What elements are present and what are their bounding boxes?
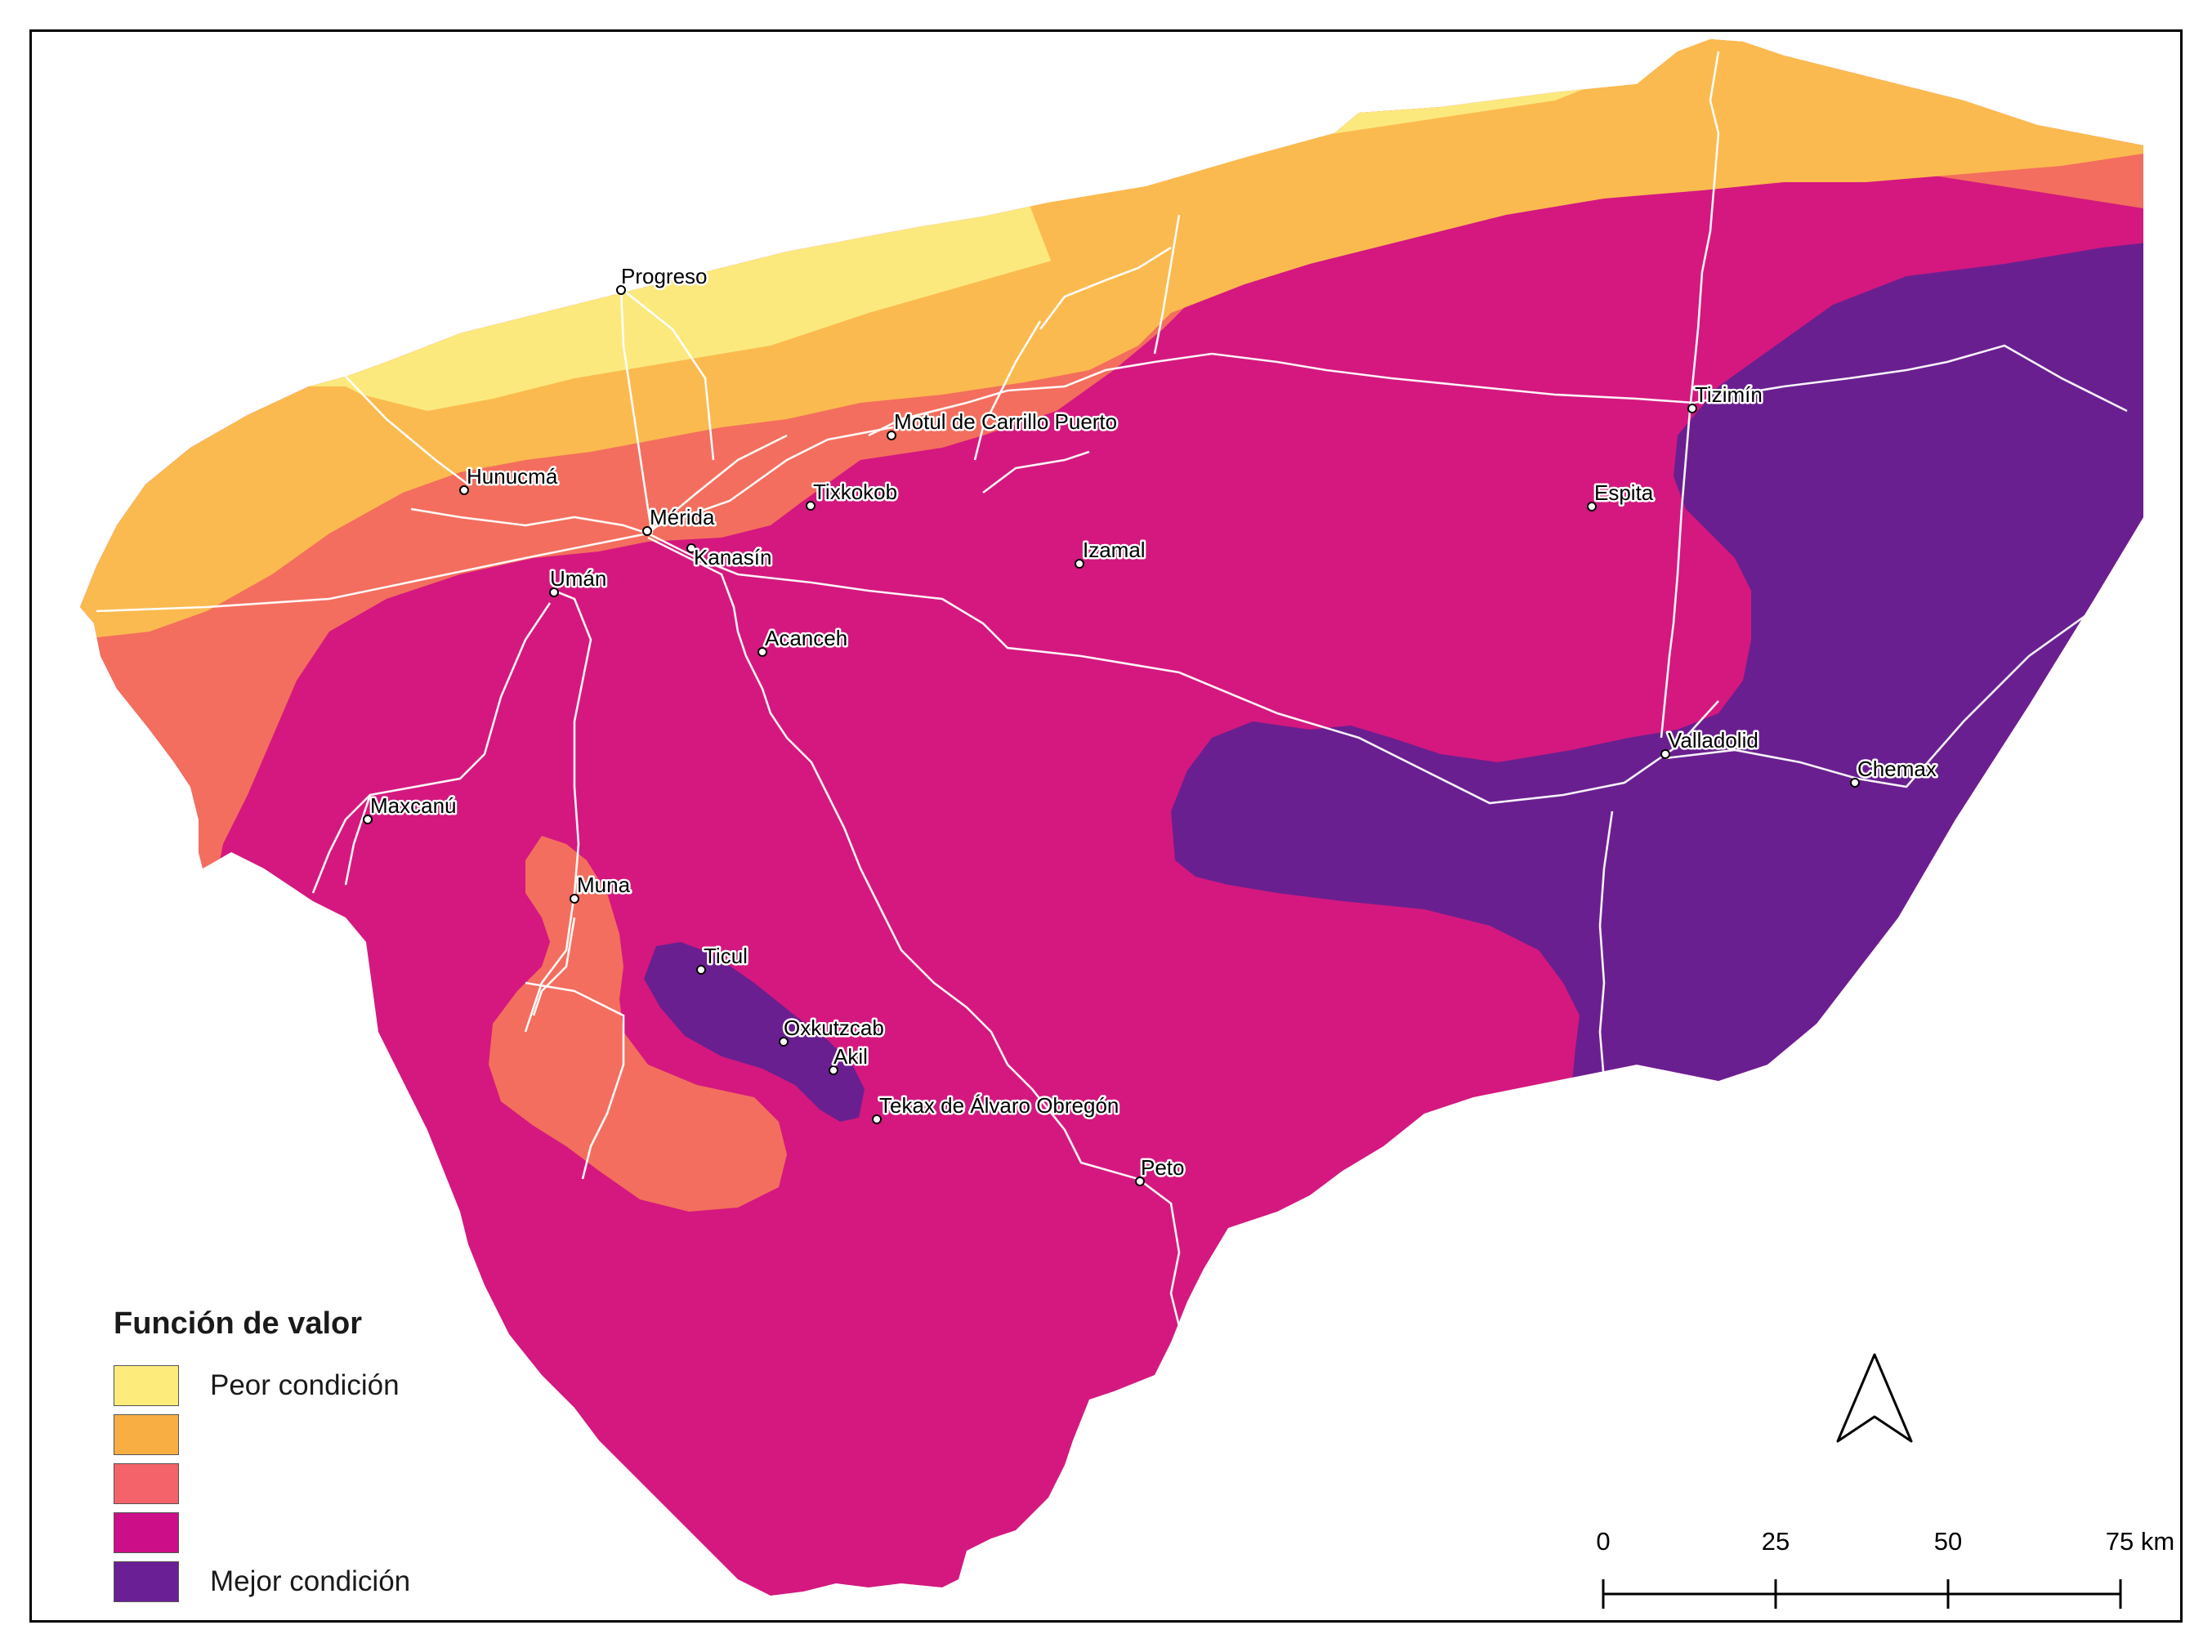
legend-item <box>114 1462 410 1505</box>
place-marker <box>1660 749 1670 759</box>
place-marker <box>642 526 652 536</box>
places-layer: Progreso Hunucmá Mérida Kanasín Tixkokob… <box>363 262 1938 1186</box>
legend-swatch <box>114 1365 179 1406</box>
legend-item: Mejor condición <box>114 1560 410 1603</box>
place-label: Tixkokob <box>813 480 897 504</box>
place-label: Maxcanú <box>370 793 457 818</box>
place-marker <box>570 894 579 904</box>
road-network <box>96 51 2128 1360</box>
place-label: Progreso <box>621 264 708 288</box>
scale-bar: 0 25 50 75 km <box>1596 1527 2174 1620</box>
zone-class-3-muna <box>489 836 787 1212</box>
legend-swatch <box>114 1561 179 1602</box>
place-merida[interactable]: Mérida <box>642 503 717 536</box>
place-label: Oxkutzcab <box>784 1016 884 1040</box>
place-label: Chemax <box>1857 757 1937 781</box>
map-canvas[interactable]: Progreso Hunucmá Mérida Kanasín Tixkokob… <box>32 32 2183 1623</box>
place-marker <box>806 501 816 511</box>
place-marker <box>829 1065 838 1075</box>
place-maxcanu[interactable]: Maxcanú <box>363 792 458 824</box>
place-izamal[interactable]: Izamal <box>1075 536 1147 569</box>
place-marker <box>363 815 373 824</box>
place-ticul[interactable]: Ticul <box>696 942 749 975</box>
map-frame: Progreso Hunucmá Mérida Kanasín Tixkokob… <box>29 29 2183 1623</box>
place-marker <box>1850 778 1860 788</box>
place-label: Acanceh <box>765 626 847 650</box>
place-label: Tekax de Álvaro Obregón <box>879 1093 1119 1118</box>
place-progreso[interactable]: Progreso <box>616 262 709 295</box>
place-marker <box>686 543 696 553</box>
scale-bar-graphic <box>1602 1579 2122 1609</box>
place-label: Izamal <box>1083 538 1146 562</box>
place-marker <box>779 1037 789 1047</box>
place-label: Peto <box>1141 1155 1185 1180</box>
place-marker <box>757 647 767 657</box>
place-label: Umán <box>550 566 606 591</box>
place-marker <box>1687 404 1697 413</box>
legend-swatch <box>114 1512 179 1553</box>
place-label: Akil <box>833 1044 868 1069</box>
legend-label: Mejor condición <box>210 1565 411 1597</box>
legend-item <box>114 1511 410 1554</box>
zone-class-2-east <box>1024 39 2143 297</box>
place-kanasin[interactable]: Kanasín <box>686 543 774 572</box>
place-label: Ticul <box>704 944 748 968</box>
place-marker <box>1135 1176 1145 1186</box>
place-akil[interactable]: Akil <box>829 1043 869 1075</box>
legend: Función de valor Peor condición Mejor co… <box>114 1306 410 1610</box>
place-marker <box>887 431 896 440</box>
place-chemax[interactable]: Chemax <box>1850 755 1938 788</box>
north-arrow-icon <box>1830 1351 1919 1453</box>
place-tixkokob[interactable]: Tixkokob <box>806 478 900 511</box>
place-label: Kanasín <box>694 545 771 569</box>
legend-title: Función de valor <box>114 1306 363 1341</box>
place-valladolid[interactable]: Valladolid <box>1660 726 1760 759</box>
place-tekax[interactable]: Tekax de Álvaro Obregón <box>872 1092 1121 1124</box>
place-marker <box>549 587 559 597</box>
place-tizimin[interactable]: Tizimín <box>1687 381 1764 413</box>
place-espita[interactable]: Espita <box>1587 479 1656 511</box>
legend-item <box>114 1413 410 1456</box>
place-label: Muna <box>577 873 631 897</box>
place-label: Hunucmá <box>467 464 558 489</box>
place-label: Mérida <box>650 505 715 529</box>
zone-class-5-ticul <box>644 942 865 1122</box>
place-motul[interactable]: Motul de Carrillo Puerto <box>887 408 1119 440</box>
place-oxkutzcab[interactable]: Oxkutzcab <box>779 1014 886 1047</box>
place-label: Valladolid <box>1668 728 1758 752</box>
place-label: Motul de Carrillo Puerto <box>894 409 1117 434</box>
place-marker <box>459 485 469 495</box>
place-uman[interactable]: Umán <box>548 565 609 597</box>
place-marker <box>616 285 626 295</box>
legend-label: Peor condición <box>210 1369 400 1401</box>
scale-label-25: 25 <box>1761 1527 1790 1556</box>
legend-item: Peor condición <box>114 1364 410 1407</box>
place-marker <box>872 1114 882 1124</box>
legend-swatch <box>114 1463 179 1504</box>
place-marker <box>696 965 706 975</box>
place-label: Espita <box>1594 480 1654 505</box>
legend-swatch <box>114 1414 179 1455</box>
place-hunucma[interactable]: Hunucmá <box>459 462 560 495</box>
scale-label-0: 0 <box>1596 1527 1611 1556</box>
place-muna[interactable]: Muna <box>570 871 632 904</box>
place-peto[interactable]: Peto <box>1135 1154 1186 1186</box>
place-label: Tizimín <box>1695 382 1763 407</box>
place-marker <box>1075 559 1084 569</box>
scale-label-75: 75 km <box>2105 1527 2175 1556</box>
place-acanceh[interactable]: Acanceh <box>757 624 850 657</box>
scale-label-50: 50 <box>1933 1527 1963 1556</box>
place-marker <box>1587 502 1597 511</box>
